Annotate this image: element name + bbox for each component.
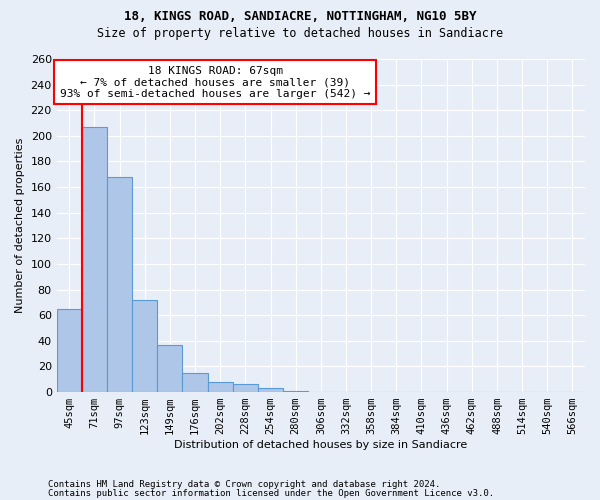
Text: Contains HM Land Registry data © Crown copyright and database right 2024.: Contains HM Land Registry data © Crown c… — [48, 480, 440, 489]
Text: Contains public sector information licensed under the Open Government Licence v3: Contains public sector information licen… — [48, 488, 494, 498]
Bar — [283, 391, 308, 392]
Bar — [82, 127, 107, 392]
Text: 18 KINGS ROAD: 67sqm
← 7% of detached houses are smaller (39)
93% of semi-detach: 18 KINGS ROAD: 67sqm ← 7% of detached ho… — [60, 66, 370, 99]
Y-axis label: Number of detached properties: Number of detached properties — [15, 138, 25, 313]
Bar — [233, 384, 258, 392]
Text: 18, KINGS ROAD, SANDIACRE, NOTTINGHAM, NG10 5BY: 18, KINGS ROAD, SANDIACRE, NOTTINGHAM, N… — [124, 10, 476, 23]
Bar — [132, 300, 157, 392]
Bar — [56, 309, 82, 392]
X-axis label: Distribution of detached houses by size in Sandiacre: Distribution of detached houses by size … — [174, 440, 467, 450]
Bar — [182, 373, 208, 392]
Bar — [208, 382, 233, 392]
Text: Size of property relative to detached houses in Sandiacre: Size of property relative to detached ho… — [97, 28, 503, 40]
Bar — [157, 344, 182, 392]
Bar — [258, 388, 283, 392]
Bar — [107, 177, 132, 392]
